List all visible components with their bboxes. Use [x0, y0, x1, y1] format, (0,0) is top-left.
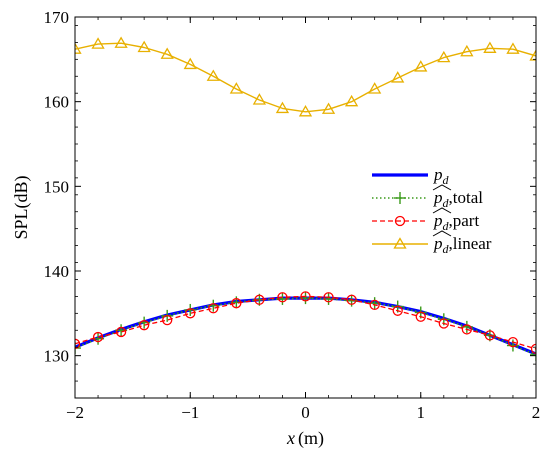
legend-label: pd,part	[433, 211, 479, 233]
x-axis-label: x (m)	[286, 428, 324, 449]
legend-entry-2: pd,total	[372, 184, 483, 210]
x-tick-label: 0	[301, 403, 310, 422]
series-4-line	[75, 42, 536, 113]
series-4-point	[252, 93, 267, 105]
legend-entry-1: pd	[372, 165, 450, 187]
y-tick-label: 150	[44, 177, 70, 196]
series-4-point	[391, 71, 405, 83]
legend-label-base: p	[433, 165, 443, 184]
x-tick-label: −1	[181, 403, 199, 422]
series-2-point	[530, 348, 536, 361]
series-4-point	[321, 102, 336, 114]
y-tick-label: 130	[44, 347, 70, 366]
series-4-point	[529, 49, 536, 61]
y-axis-label: SPL(dB)	[11, 175, 32, 239]
legend-label-sub: d	[443, 173, 450, 187]
series-3-point	[92, 331, 104, 343]
series-4-point	[414, 60, 428, 72]
x-axis-label-var: x	[286, 428, 295, 448]
legend-entry-4: pd,linear	[372, 230, 492, 256]
legend-label: pd,linear	[433, 234, 492, 256]
series-3-point	[323, 292, 334, 303]
series-2-point	[75, 342, 81, 355]
series-4-point	[160, 47, 174, 59]
legend-hat-accent	[432, 184, 452, 191]
series-3-point	[507, 336, 519, 348]
legend-label-sub: d	[443, 242, 450, 256]
series-3-point	[254, 294, 265, 305]
series-3-point	[231, 298, 242, 309]
series-4-point	[229, 82, 243, 94]
legend-swatch-marker	[394, 215, 406, 227]
legend-label-suffix: ,linear	[449, 234, 492, 253]
legend-label-base: p	[433, 188, 443, 207]
series-4-point	[437, 50, 451, 63]
x-tick-label: 1	[417, 403, 426, 422]
legend-swatch-marker	[393, 237, 407, 249]
series-4-point	[91, 37, 105, 49]
series-3-point	[208, 303, 219, 314]
series-3-point	[300, 291, 311, 302]
legend-label: pd,total	[433, 188, 483, 210]
series-3-point	[115, 326, 127, 338]
y-tick-label: 170	[44, 8, 70, 27]
legend-label-suffix: ,total	[449, 188, 484, 207]
series-3-point	[484, 330, 496, 341]
series-3-point	[138, 320, 150, 331]
series-4-point	[75, 42, 82, 54]
x-tick-label: 2	[532, 403, 541, 422]
legend-label-suffix: ,part	[449, 211, 480, 230]
legend-label-base: p	[433, 234, 443, 253]
series-4-point	[460, 44, 474, 57]
series-3-point	[346, 294, 357, 305]
x-axis-label-unit: (m)	[298, 428, 324, 449]
series-4-point	[275, 101, 290, 114]
plot-frame	[74, 16, 537, 399]
series-3-point	[392, 305, 403, 316]
y-tick-label: 160	[44, 93, 70, 112]
series-4	[75, 36, 536, 117]
series-3-point	[185, 308, 196, 319]
legend-label: pd	[433, 165, 450, 187]
axes: −2 −1 0 1 2 130 140 150 160 170 x (m) SPL(dB)	[11, 8, 540, 449]
series-3-point	[277, 292, 288, 303]
series-4-point	[183, 57, 197, 70]
series-3	[75, 291, 536, 355]
series-3-point	[75, 338, 81, 349]
series-3-point	[162, 314, 173, 326]
series-4-point	[298, 105, 313, 117]
y-tick-label: 140	[44, 262, 70, 281]
series-3-point	[369, 299, 380, 311]
legend-swatch-marker	[394, 192, 406, 204]
plot-area	[75, 36, 536, 361]
legend-label-base: p	[433, 211, 443, 230]
series-4-point	[506, 42, 520, 54]
legend-entry-3: pd,part	[372, 207, 479, 233]
series-4-point	[344, 94, 359, 107]
series-3-point	[438, 318, 449, 329]
series-4-point	[206, 69, 220, 81]
legend-hat-accent	[432, 207, 452, 214]
series-3-point	[530, 343, 536, 355]
series-3-line	[75, 295, 536, 350]
legend-label-sub: d	[443, 196, 450, 210]
series-4-point	[137, 40, 151, 53]
legend-label-sub: d	[443, 219, 450, 233]
series-4-point	[368, 82, 382, 94]
legend-hat-accent	[432, 230, 452, 237]
series-3-point	[461, 324, 473, 335]
series-4-point	[114, 36, 128, 48]
x-tick-label: −2	[66, 403, 84, 422]
series-2-point	[184, 303, 197, 316]
series-4-point	[483, 41, 497, 53]
series-3-point	[415, 311, 426, 322]
